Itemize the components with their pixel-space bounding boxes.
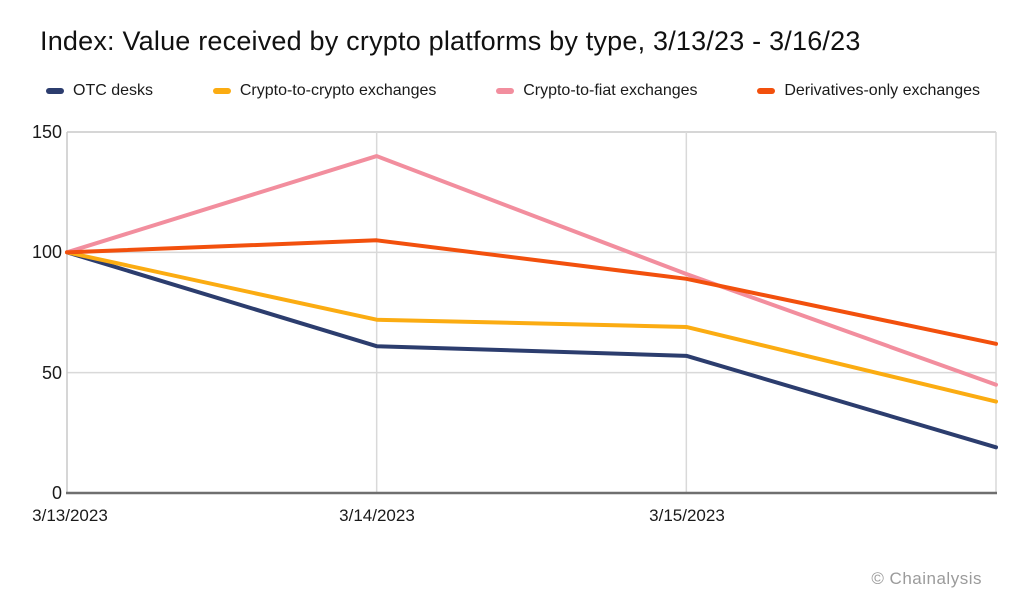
series-line-crypto-to-crypto-exchanges: [65, 250, 998, 404]
grid-layer: [66, 131, 997, 495]
legend-item-derivatives-only-exchanges: Derivatives-only exchanges: [757, 82, 980, 100]
chart-title: Index: Value received by crypto platform…: [40, 26, 861, 56]
legend-label: Crypto-to-crypto exchanges: [239, 82, 437, 99]
y-tick-50: 50: [42, 363, 62, 383]
series-line-crypto-to-fiat-exchanges: [65, 154, 998, 387]
legend-swatch-crypto-to-crypto-exchanges: [212, 88, 231, 94]
x-tick-3-14-2023: 3/14/2023: [339, 506, 415, 525]
legend-label: Crypto-to-fiat exchanges: [523, 82, 698, 99]
legend-item-crypto-to-crypto-exchanges: Crypto-to-crypto exchanges: [212, 82, 437, 100]
legend-swatch-derivatives-only-exchanges: [757, 88, 776, 94]
y-tick-150: 150: [32, 122, 62, 142]
legend-label: Derivatives-only exchanges: [784, 82, 980, 99]
x-tick-3-15-2023: 3/15/2023: [649, 506, 725, 525]
legend-item-otc-desks: OTC desks: [46, 82, 153, 100]
chainalysis-watermark: © Chainalysis: [871, 569, 982, 588]
series-layer: [65, 154, 998, 450]
legend-item-crypto-to-fiat-exchanges: Crypto-to-fiat exchanges: [496, 82, 698, 100]
y-tick-100: 100: [32, 242, 62, 262]
legend-label: OTC desks: [73, 82, 154, 99]
legend: OTC desks Crypto-to-crypto exchanges Cry…: [46, 82, 980, 100]
x-tick-3-13-2023: 3/13/2023: [32, 506, 108, 525]
legend-swatch-otc-desks: [46, 88, 64, 94]
y-tick-0: 0: [52, 483, 62, 503]
legend-swatch-crypto-to-fiat-exchanges: [496, 88, 515, 94]
series-line-derivatives-only-exchanges: [65, 238, 998, 346]
series-line-otc-desks: [65, 250, 998, 450]
